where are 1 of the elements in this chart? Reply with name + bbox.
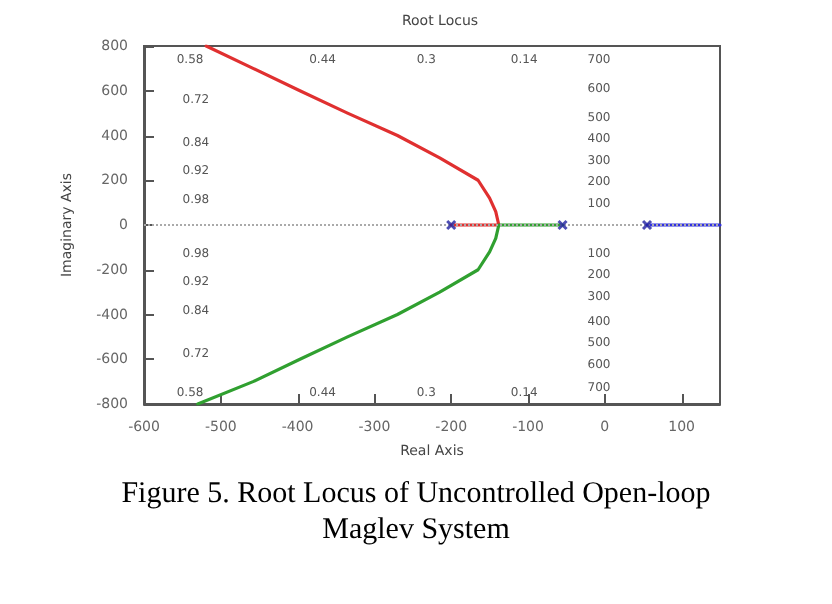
caption: Figure 5. Root Locus of Uncontrolled Open-loop Maglev System [119,476,713,548]
